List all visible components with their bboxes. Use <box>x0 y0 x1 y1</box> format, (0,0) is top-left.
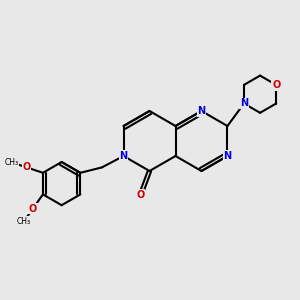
Text: O: O <box>136 190 145 200</box>
Text: N: N <box>119 151 128 161</box>
Text: N: N <box>224 151 232 161</box>
Text: O: O <box>29 204 37 214</box>
Text: O: O <box>22 162 31 172</box>
Text: N: N <box>197 106 206 116</box>
Text: N: N <box>240 98 248 109</box>
Text: CH₃: CH₃ <box>4 158 19 167</box>
Text: CH₃: CH₃ <box>17 217 31 226</box>
Text: O: O <box>272 80 280 90</box>
